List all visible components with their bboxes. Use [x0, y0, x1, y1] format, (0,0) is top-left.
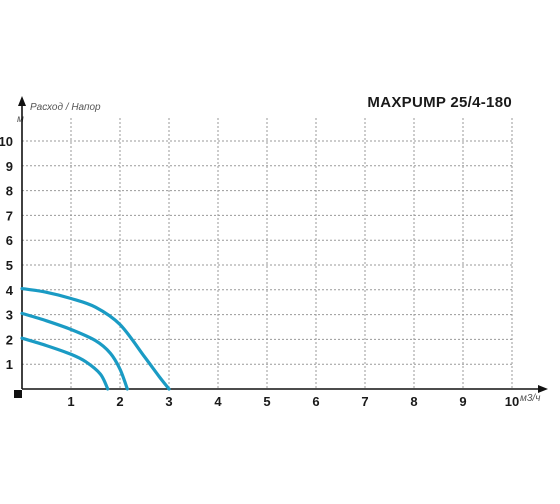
series-lines	[20, 286, 171, 391]
y-tick-label: 5	[6, 258, 13, 273]
grid	[22, 118, 513, 389]
tick-labels: 1 2 3 4 5 6 7 8 9 10 1 2 3 4 5 6 7 8 9 10	[0, 134, 519, 409]
chart-subtitle: Расход / Напор	[30, 102, 101, 113]
x-tick-label: 10	[505, 394, 519, 409]
y-tick-label: 10	[0, 134, 13, 149]
y-tick-label: 4	[6, 283, 14, 298]
x-tick-label: 9	[459, 394, 466, 409]
y-tick-label: 1	[6, 357, 13, 372]
series-line	[20, 311, 129, 391]
y-tick-label: 9	[6, 159, 13, 174]
x-tick-label: 2	[116, 394, 123, 409]
x-tick-label: 7	[361, 394, 368, 409]
x-tick-label: 1	[67, 394, 74, 409]
x-tick-label: 3	[165, 394, 172, 409]
x-axis-arrow	[538, 385, 548, 393]
origin-marker	[14, 390, 22, 398]
y-axis-arrow	[18, 96, 26, 106]
y-tick-label: 6	[6, 233, 13, 248]
x-tick-label: 6	[312, 394, 319, 409]
series-line	[20, 286, 171, 391]
y-tick-label: 8	[6, 184, 13, 199]
chart-title: MAXPUMP 25/4-180	[367, 94, 512, 111]
y-tick-label: 7	[6, 208, 13, 223]
y-tick-label: 2	[6, 332, 13, 347]
x-axis-unit: м3/ч	[520, 393, 540, 404]
x-tick-label: 8	[410, 394, 417, 409]
x-tick-label: 4	[214, 394, 222, 409]
y-axis-unit: м	[17, 114, 24, 125]
y-tick-label: 3	[6, 308, 13, 323]
series-line	[20, 336, 110, 391]
x-tick-label: 5	[263, 394, 270, 409]
